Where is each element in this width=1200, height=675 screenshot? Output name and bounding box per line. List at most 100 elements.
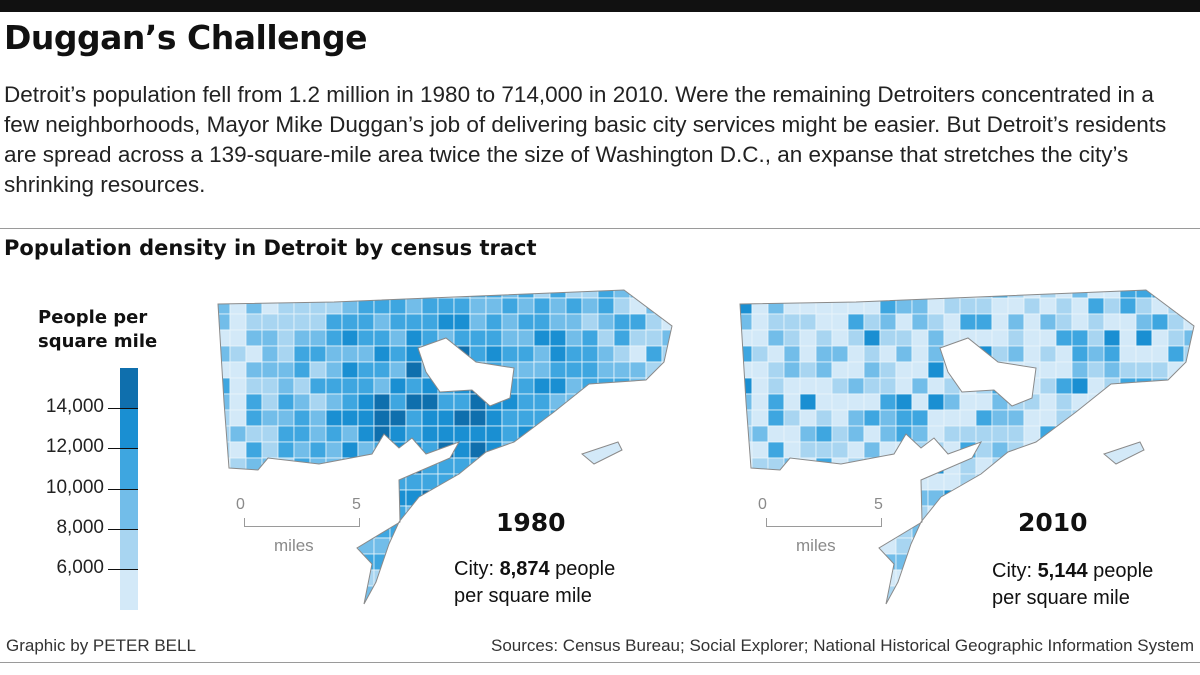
census-tract <box>799 361 817 379</box>
census-tract <box>341 393 359 411</box>
census-tract <box>453 329 471 347</box>
census-tract <box>533 409 551 427</box>
census-tract <box>1151 409 1169 427</box>
census-tract <box>325 441 343 459</box>
census-tract <box>245 313 263 331</box>
census-tract <box>927 290 945 299</box>
census-tract <box>549 409 567 427</box>
census-tract <box>645 489 663 507</box>
census-tract <box>847 329 865 347</box>
census-tract <box>927 313 945 331</box>
top-rule <box>0 0 1200 12</box>
census-tract <box>597 377 615 395</box>
census-tract <box>831 441 849 459</box>
census-tract <box>453 290 471 299</box>
census-tract <box>1071 297 1089 315</box>
census-tract <box>1183 553 1194 571</box>
census-tract <box>783 553 801 571</box>
census-tract <box>565 290 583 299</box>
census-tract <box>645 361 663 379</box>
legend-tick <box>108 489 138 490</box>
census-tract <box>959 313 977 331</box>
census-tract <box>517 489 535 507</box>
census-tract <box>943 290 961 299</box>
census-tract <box>277 489 295 507</box>
census-tract <box>533 297 551 315</box>
census-tract <box>293 441 311 459</box>
census-tract <box>341 329 359 347</box>
census-tract <box>245 329 263 347</box>
census-tract <box>895 601 913 604</box>
census-tract <box>1151 537 1169 555</box>
census-tract <box>783 585 801 603</box>
census-tract <box>613 553 631 571</box>
census-tract <box>1103 425 1121 443</box>
census-tract <box>613 393 631 411</box>
legend-title-line1: People per <box>38 307 148 328</box>
census-tract <box>767 457 785 475</box>
census-tract <box>581 313 599 331</box>
census-tract <box>437 409 455 427</box>
census-tract <box>437 297 455 315</box>
legend-label: 8,000 <box>56 517 104 538</box>
census-tract <box>389 489 407 507</box>
census-tract <box>911 345 929 363</box>
census-tract <box>678 474 694 490</box>
census-tract <box>1055 313 1073 331</box>
census-tract <box>678 330 694 346</box>
census-tract <box>261 313 279 331</box>
census-tract <box>357 345 375 363</box>
census-tract <box>373 553 391 571</box>
census-tract <box>831 569 849 587</box>
census-tract <box>740 290 753 299</box>
census-tract <box>597 329 615 347</box>
census-tract <box>678 426 694 442</box>
census-tract <box>847 473 865 491</box>
census-tract <box>218 457 231 475</box>
census-tract <box>229 473 247 491</box>
census-tract <box>895 537 913 555</box>
census-tract <box>421 290 439 299</box>
census-tract <box>895 441 913 459</box>
census-tract <box>1151 601 1169 604</box>
census-tract <box>767 290 785 299</box>
census-tract <box>629 361 647 379</box>
census-tract <box>783 297 801 315</box>
census-tract <box>767 473 785 491</box>
census-tract <box>678 586 694 602</box>
census-tract <box>815 473 833 491</box>
city-density-1980: City: 8,874 people per square mile <box>454 556 615 610</box>
census-tract <box>229 537 247 555</box>
census-tract <box>437 521 455 539</box>
census-tract <box>245 537 263 555</box>
census-tract <box>1023 329 1041 347</box>
census-tract <box>959 425 977 443</box>
census-tract <box>1023 409 1041 427</box>
census-tract <box>1119 290 1137 299</box>
census-tract <box>943 393 961 411</box>
census-tract <box>581 505 599 523</box>
census-tract <box>847 569 865 587</box>
census-tract <box>629 409 647 427</box>
census-tract <box>629 505 647 523</box>
census-tract <box>815 425 833 443</box>
census-tract <box>815 505 833 523</box>
census-tract <box>597 521 615 539</box>
census-tract <box>1151 585 1169 603</box>
census-tract <box>485 441 503 459</box>
census-tract <box>959 601 977 604</box>
census-tract <box>767 553 785 571</box>
census-tract <box>1007 313 1025 331</box>
census-tract <box>767 377 785 395</box>
census-tract <box>815 393 833 411</box>
census-tract <box>1007 489 1025 507</box>
census-tract <box>815 601 833 604</box>
census-tract <box>661 329 672 347</box>
census-tract <box>389 313 407 331</box>
census-tract <box>565 505 583 523</box>
census-tract <box>1007 329 1025 347</box>
census-tract <box>847 505 865 523</box>
census-tract <box>421 409 439 427</box>
census-tract <box>879 345 897 363</box>
census-tract <box>895 585 913 603</box>
